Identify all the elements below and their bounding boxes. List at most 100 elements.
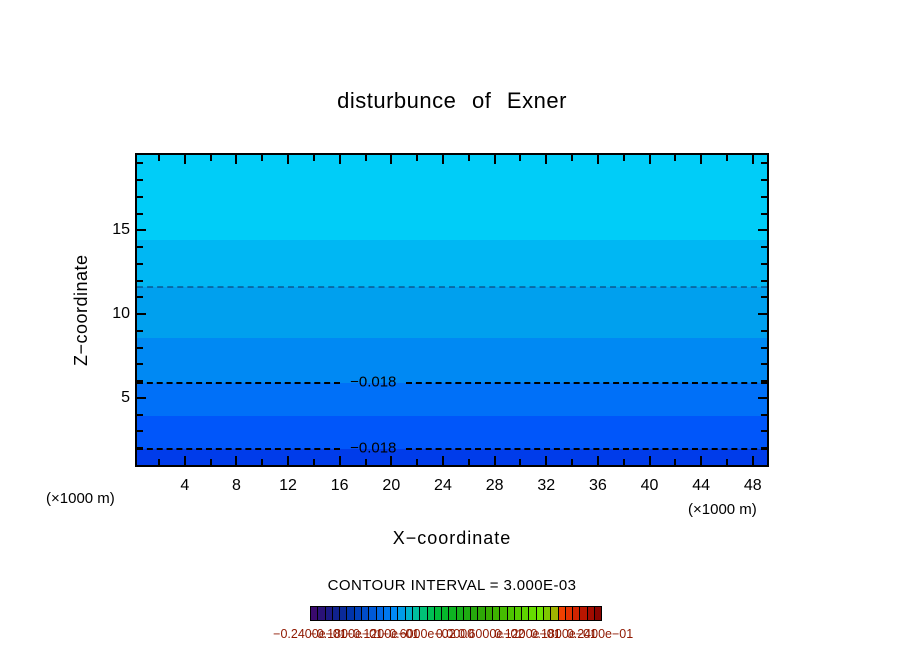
colorbar-cell	[565, 607, 574, 620]
colorbar-cell	[325, 607, 333, 620]
colorbar-cell	[427, 607, 435, 620]
x-tick	[416, 155, 419, 161]
x-tick	[493, 456, 496, 465]
colorbar-cell	[361, 607, 370, 620]
x-tick	[700, 155, 703, 164]
colorbar-cell	[442, 607, 450, 620]
x-tick	[648, 155, 651, 164]
x-tick-label: 40	[640, 477, 659, 494]
x-tick	[441, 155, 444, 164]
colorbar-cell	[340, 607, 348, 620]
colorbar-cell	[573, 607, 581, 620]
y-tick	[761, 212, 767, 215]
colorbar-label: 0.6000e−02	[458, 627, 525, 641]
x-tick	[493, 155, 496, 164]
x-tick	[235, 155, 238, 164]
y-tick	[761, 380, 767, 383]
y-tick	[137, 279, 143, 282]
y-tick	[761, 262, 767, 265]
colorbar-cell	[354, 607, 362, 620]
y-tick	[758, 229, 767, 232]
x-axis-title: X−coordinate	[392, 528, 512, 548]
colorbar-cell	[391, 607, 399, 620]
colorbar-cell	[544, 607, 552, 620]
x-tick	[416, 459, 419, 465]
y-tick	[137, 396, 146, 399]
contour-label: −0.018	[350, 373, 397, 391]
contour-band	[137, 287, 767, 338]
x-tick-label: 28	[485, 477, 504, 494]
x-tick	[648, 456, 651, 465]
x-tick	[596, 155, 599, 164]
colorbar-cell	[522, 607, 530, 620]
y-tick	[758, 396, 767, 399]
y-tick	[761, 346, 767, 349]
x-tick	[235, 456, 238, 465]
y-tick	[137, 363, 143, 366]
colorbar-cell	[405, 607, 413, 620]
colorbar-cell	[412, 607, 421, 620]
y-tick	[137, 413, 143, 416]
x-tick	[209, 155, 212, 161]
x-tick	[751, 155, 754, 164]
colorbar-cell	[318, 607, 326, 620]
x-tick	[545, 456, 548, 465]
colorbar-cell	[594, 607, 602, 620]
y-tick	[137, 246, 143, 249]
x-axis-units: (×1000 m)	[688, 501, 757, 518]
x-tick-label: 20	[382, 477, 401, 494]
x-tick	[157, 459, 160, 465]
contour-band	[137, 416, 767, 450]
x-tick	[390, 155, 393, 164]
colorbar-cell	[383, 607, 392, 620]
x-tick	[725, 155, 728, 161]
contour-line	[137, 381, 341, 384]
x-tick	[312, 459, 315, 465]
x-tick	[183, 155, 186, 164]
colorbar-cell	[507, 607, 515, 620]
colorbar-cell	[478, 607, 486, 620]
y-tick	[137, 380, 143, 383]
y-tick	[137, 430, 143, 433]
y-tick	[761, 447, 767, 450]
x-tick	[674, 459, 677, 465]
colorbar-cell	[580, 607, 588, 620]
colorbar-label: 0.1800e−01	[530, 627, 597, 641]
y-tick	[137, 346, 143, 349]
contour-line	[406, 381, 767, 384]
colorbar-cell	[398, 607, 406, 620]
y-tick	[761, 162, 767, 165]
x-tick	[571, 459, 574, 465]
colorbar-label: −0.2400e−01	[273, 627, 347, 641]
colorbar-cell	[420, 607, 428, 620]
y-tick	[761, 179, 767, 182]
contour-line	[406, 448, 767, 451]
y-tick-label: 15	[112, 221, 130, 239]
colorbar-cell	[529, 607, 537, 620]
colorbar-label: −0.6000e−02	[381, 627, 456, 641]
colorbar-label: −0.1800e−01	[309, 627, 384, 641]
x-tick	[261, 155, 264, 161]
x-tick	[545, 155, 548, 164]
x-tick	[596, 456, 599, 465]
colorbar-cell	[536, 607, 544, 620]
colorbar-cell	[514, 607, 523, 620]
colorbar-label: 0.0000	[435, 627, 475, 641]
colorbar-cell	[434, 607, 443, 620]
colorbar-cell	[500, 607, 508, 620]
y-tick	[137, 262, 143, 265]
y-tick	[137, 313, 146, 316]
y-tick	[761, 430, 767, 433]
contour-band	[137, 382, 767, 417]
contour-line	[137, 286, 767, 289]
x-tick	[261, 459, 264, 465]
colorbar-cell	[449, 607, 457, 620]
y-tick	[761, 195, 767, 198]
colorbar-cell	[311, 607, 319, 620]
chart-title: disturbunce of Exner	[337, 88, 567, 113]
contour-interval-label: CONTOUR INTERVAL = 3.000E-03	[327, 577, 577, 594]
x-tick	[209, 459, 212, 465]
x-tick	[364, 459, 367, 465]
x-tick	[338, 155, 341, 164]
